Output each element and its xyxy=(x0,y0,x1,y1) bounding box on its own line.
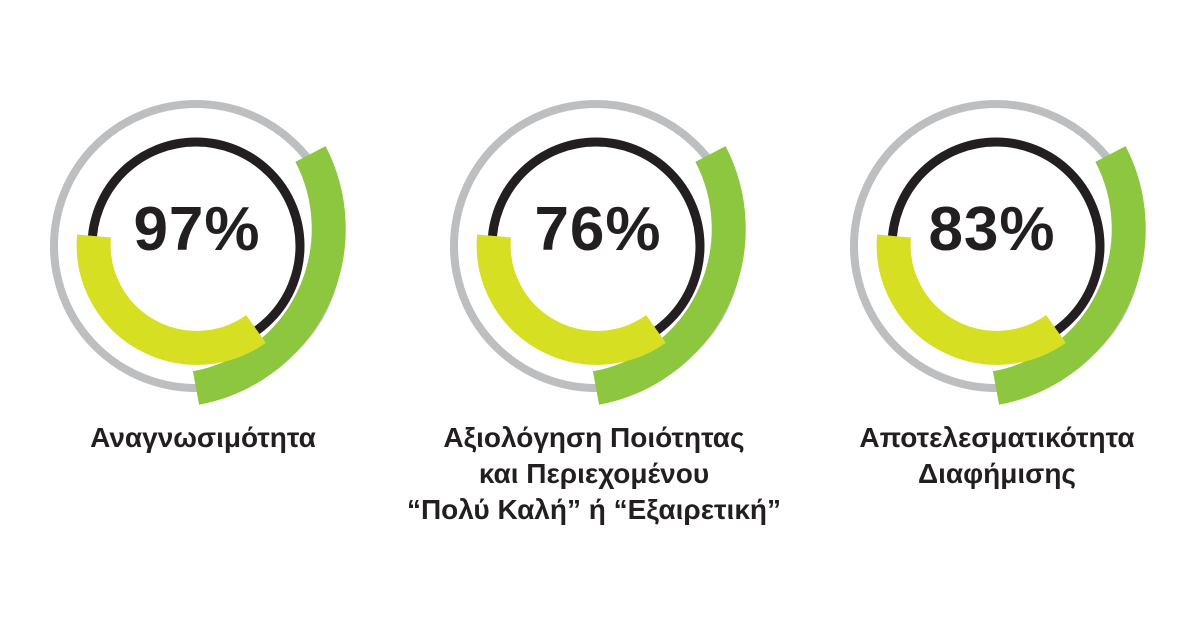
inner-progress-arc xyxy=(76,234,266,365)
outer-progress-arc xyxy=(592,146,746,405)
stat-readability: 97% Αναγνωσιμότητα xyxy=(0,0,400,628)
ring-gauge xyxy=(450,100,746,405)
stat-ad-effectiveness: 83% Αποτελεσματικότητα Διαφήμισης xyxy=(800,0,1200,628)
outer-progress-arc xyxy=(992,146,1146,405)
stat-label-line: Αναγνωσιμότητα xyxy=(90,422,316,453)
stat-label: Αναγνωσιμότητα xyxy=(3,420,403,456)
stat-label-line: “Πολύ Καλή” ή “Εξαιρετική” xyxy=(406,494,782,525)
percentage-value: 83% xyxy=(928,195,1056,264)
inner-progress-arc xyxy=(876,234,1066,365)
stat-label-line: Αξιολόγηση Ποιότητας xyxy=(443,422,745,453)
inner-progress-arc xyxy=(476,234,666,365)
ring-gauge xyxy=(850,100,1146,405)
stat-label: Αποτελεσματικότητα Διαφήμισης xyxy=(797,420,1197,492)
stat-label-line: και Περιεχομένου xyxy=(478,458,710,489)
percentage-value: 76% xyxy=(534,195,662,264)
ring-gauge xyxy=(50,100,346,405)
stat-label: Αξιολόγηση Ποιότητας και Περιεχομένου “Π… xyxy=(394,420,794,528)
stat-quality-rating: 76% Αξιολόγηση Ποιότητας και Περιεχομένο… xyxy=(400,0,800,628)
stat-label-line: Αποτελεσματικότητα xyxy=(859,422,1135,453)
outer-progress-arc xyxy=(192,146,346,405)
stat-label-line: Διαφήμισης xyxy=(918,458,1076,489)
percentage-value: 97% xyxy=(133,195,261,264)
